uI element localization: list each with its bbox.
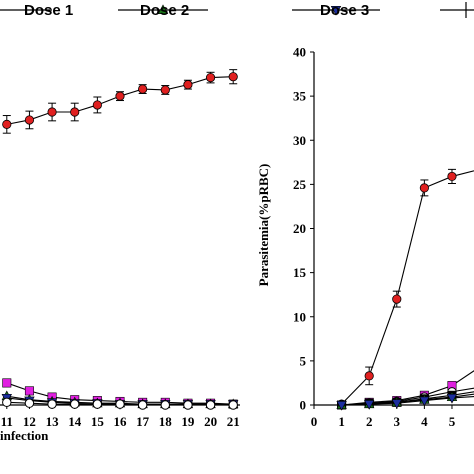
legend-label: Dose 2 [140, 2, 189, 19]
left-x-axis-label: infection [0, 428, 49, 443]
data-point [447, 171, 457, 182]
series-4 [2, 397, 238, 410]
x-tick-label: 20 [204, 414, 217, 429]
right-y-axis-label: Parasitemia(%pRBC) [256, 164, 271, 287]
data-point [2, 397, 12, 408]
data-point [138, 84, 148, 94]
data-point [24, 386, 34, 396]
x-tick-label: 15 [91, 414, 105, 429]
data-point [363, 400, 375, 410]
x-tick-label: 14 [68, 414, 82, 429]
data-point [2, 119, 12, 129]
data-point [228, 400, 238, 410]
series-line [341, 170, 474, 405]
data-point [160, 85, 170, 95]
data-point [160, 400, 170, 410]
y-tick-label: 15 [293, 265, 307, 280]
data-point [92, 399, 103, 409]
series-0 [2, 69, 238, 134]
data-point [205, 72, 216, 83]
legend-marker [157, 4, 169, 14]
x-tick-label: 13 [46, 414, 60, 429]
y-tick-label: 10 [293, 309, 306, 324]
data-point [137, 400, 148, 410]
data-point [24, 398, 35, 408]
data-point [47, 107, 57, 117]
data-point [446, 393, 458, 404]
left-panel: 11 12 13 14 15 16 17 18 19 20 21 [0, 69, 240, 429]
right-panel: 012345670510152025303540 [293, 45, 474, 429]
x-tick-label: 3 [394, 414, 401, 429]
y-tick-label: 5 [300, 353, 307, 368]
data-point [70, 107, 80, 117]
data-point [419, 183, 429, 193]
data-point [47, 399, 57, 409]
data-point [2, 378, 12, 388]
data-point [70, 399, 80, 409]
data-point [183, 400, 193, 410]
data-point [205, 400, 216, 410]
data-point [391, 399, 402, 409]
x-tick-label: 2 [366, 414, 373, 429]
y-tick-label: 25 [293, 177, 307, 192]
legend-label: Dose 1 [24, 2, 73, 19]
data-point [364, 371, 374, 381]
x-tick-label: 19 [181, 414, 195, 429]
data-point [419, 396, 430, 407]
legend-label: Dose 3 [320, 2, 369, 19]
data-point [115, 399, 125, 409]
data-point [336, 400, 347, 411]
x-tick-label: 1 [338, 414, 345, 429]
x-tick-label: 5 [449, 414, 456, 429]
data-point [392, 294, 402, 304]
legend-marker [330, 6, 342, 16]
data-point [228, 72, 238, 82]
x-tick-label: 12 [23, 414, 36, 429]
legend: Dose 1 Dose 2 Dose 3 [0, 2, 474, 19]
y-tick-label: 20 [293, 221, 306, 236]
data-point [115, 91, 125, 101]
y-tick-label: 30 [293, 133, 306, 148]
y-tick-label: 0 [300, 398, 307, 413]
data-point [92, 100, 102, 110]
y-tick-label: 40 [293, 45, 306, 60]
series-0 [336, 168, 474, 409]
data-point [183, 80, 193, 90]
x-tick-label: 21 [227, 414, 240, 429]
y-tick-label: 35 [293, 89, 307, 104]
x-tick-label: 18 [159, 414, 173, 429]
data-point [24, 115, 35, 125]
x-tick-label: 17 [136, 414, 150, 429]
x-tick-label: 16 [114, 414, 128, 429]
x-tick-label: 0 [311, 414, 318, 429]
series-5 [336, 393, 474, 411]
x-tick-label: 4 [421, 414, 428, 429]
x-tick-label: 11 [1, 414, 13, 429]
